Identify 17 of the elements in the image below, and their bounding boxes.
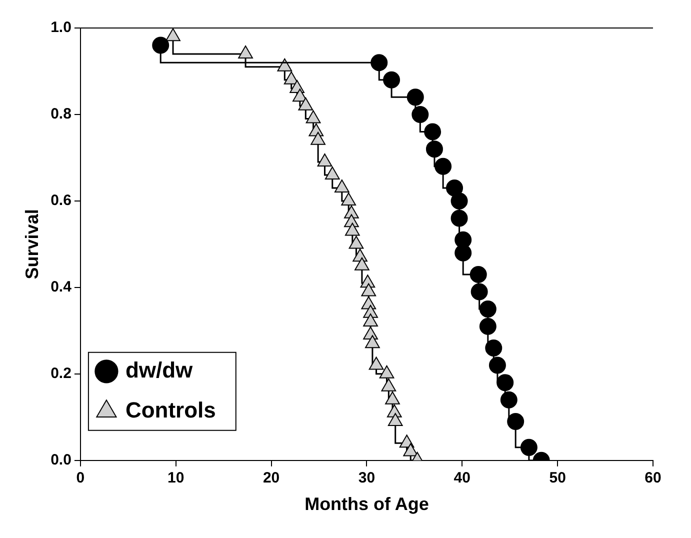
y-tick-label: 0.6: [50, 192, 72, 210]
x-tick-label: 0: [76, 470, 85, 487]
x-tick-label: 10: [168, 470, 184, 487]
y-tick-label: 1.0: [50, 19, 72, 36]
x-tick-label: 30: [358, 470, 376, 487]
y-tick-label: 0.4: [50, 278, 72, 296]
x-tick-label: 60: [644, 470, 662, 487]
legend-label: dw/dw: [125, 357, 194, 382]
y-tick-label: 0.2: [50, 365, 72, 382]
x-axis-title: Months of Age: [304, 494, 429, 514]
x-tick-label: 50: [549, 470, 566, 487]
y-tick-label: 0.8: [50, 106, 72, 123]
y-tick-label: 0.0: [50, 452, 72, 469]
x-tick-label: 40: [454, 470, 470, 487]
x-tick-label: 20: [262, 470, 280, 487]
legend-label: Controls: [125, 397, 216, 422]
y-axis-title: Survival: [22, 209, 42, 280]
